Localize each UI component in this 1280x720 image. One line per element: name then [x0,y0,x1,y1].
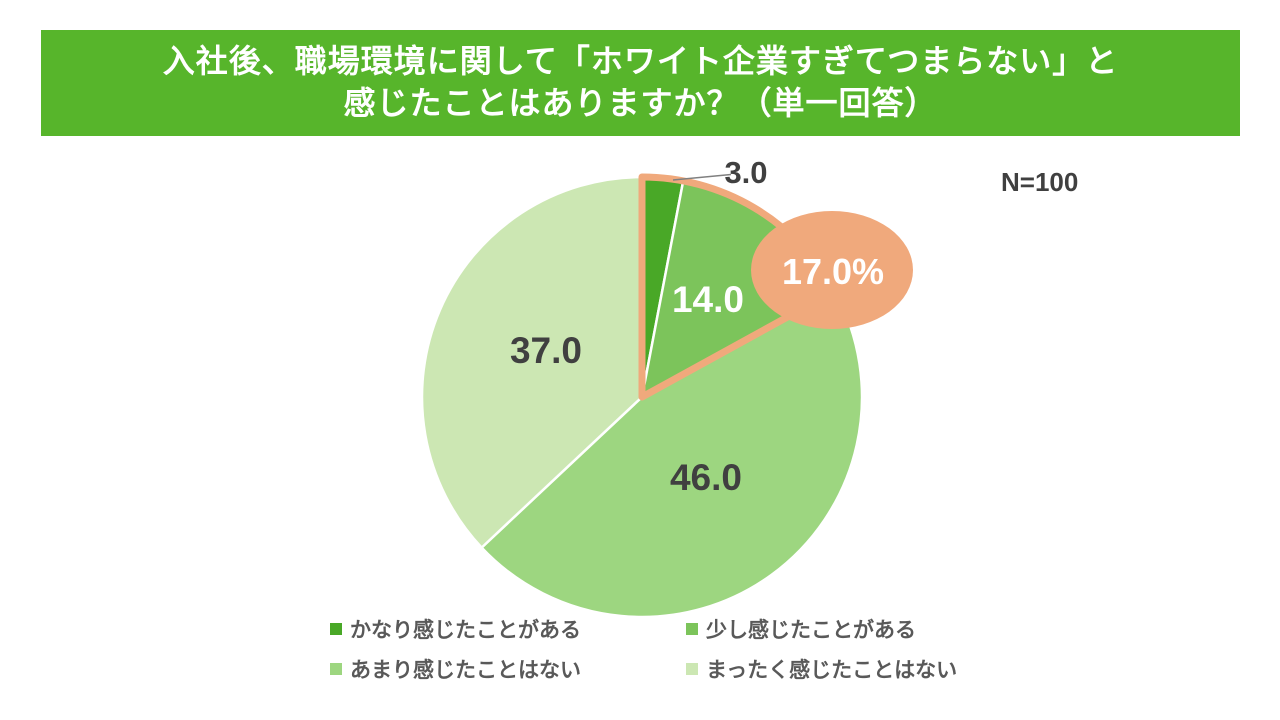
legend-item-3: まったく感じたことはない [686,658,957,682]
legend-label-2: あまり感じたことはない [350,659,581,682]
chart-title-line1: 入社後、職場環境に関して「ホワイト企業すぎてつまらない」と [162,43,1119,80]
legend-swatch-0 [330,623,342,635]
callout-bubble [751,211,913,329]
legend-label-0: かなり感じたことがある [350,619,581,642]
title-bar: 入社後、職場環境に関して「ホワイト企業すぎてつまらない」と 感じたことはあります… [41,30,1240,136]
callout-value-label: 17.0% [782,251,884,292]
legend-label-1: 少し感じたことがある [706,619,916,642]
slice-value-label-0: 3.0 [724,155,767,190]
legend-swatch-3 [686,663,698,675]
leader-line-3 [672,173,732,181]
legend-swatch-1 [686,623,698,635]
pie-slice-2 [480,289,864,619]
legend-swatch-2 [330,663,342,675]
slice-value-label-2: 46.0 [670,457,742,498]
pie-slice-3 [420,175,644,549]
legend-item-1: 少し感じたことがある [686,618,916,642]
pie-slices [420,175,864,619]
legend-label-3: まったく感じたことはない [706,659,958,682]
slice-value-label-3: 37.0 [510,330,582,371]
legend-item-2: あまり感じたことはない [330,658,581,682]
legend-item-0: かなり感じたことがある [330,618,581,642]
chart-title-line2: 感じたことはありますか？（単一回答） [343,85,938,121]
slice-value-label-1: 14.0 [672,279,744,320]
sample-size-label: N=100 [1001,167,1079,197]
